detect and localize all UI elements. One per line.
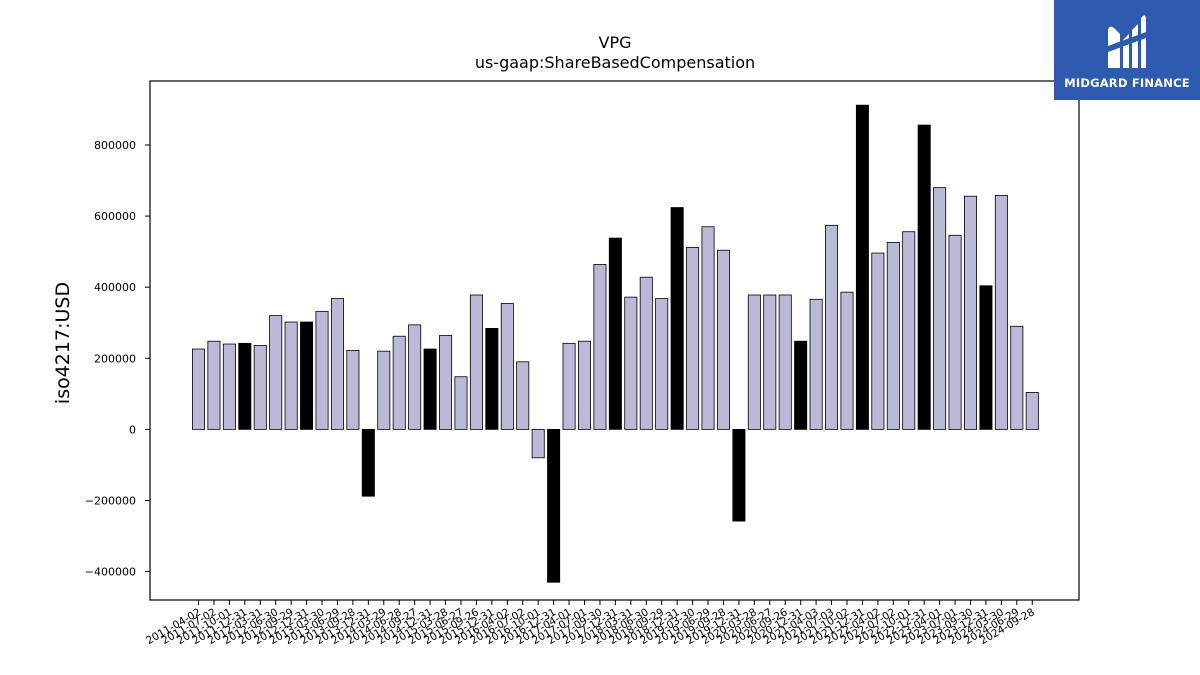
bar-2012-09-29 <box>284 321 298 430</box>
bar-2019-09-28 <box>716 249 730 430</box>
chart-title: VPG <box>599 33 632 52</box>
bar-2011-04-02 <box>191 348 205 430</box>
bar-2019-12-31 <box>732 428 746 522</box>
midgard-finance-logo: MIDGARD FINANCE <box>1054 0 1200 100</box>
logo-text: MIDGARD FINANCE <box>1064 76 1190 90</box>
bar-2022-07-02 <box>886 241 900 430</box>
bar-2021-07-03 <box>825 224 839 430</box>
chart-subtitle: us-gaap:ShareBasedCompensation <box>475 53 755 72</box>
bar-2013-09-28 <box>346 350 360 430</box>
bar-2016-10-01 <box>531 428 545 459</box>
bar-2019-06-29 <box>701 226 715 430</box>
bars-group <box>191 104 1039 583</box>
bar-2022-10-01 <box>902 231 916 430</box>
bar-2018-09-29 <box>655 298 669 430</box>
bar-2020-12-31 <box>794 340 808 430</box>
y-tick-label: 600000 <box>94 210 136 223</box>
bar-2016-04-02 <box>500 303 514 430</box>
bar-2020-03-28 <box>747 294 761 430</box>
bar-2011-10-01 <box>222 343 236 430</box>
bar-2017-07-01 <box>578 340 592 430</box>
bar-2020-09-26 <box>778 294 792 430</box>
bar-2013-03-30 <box>315 310 329 430</box>
bar-2015-09-26 <box>469 294 483 430</box>
y-tick-label: −200000 <box>85 494 136 507</box>
y-tick-label: 0 <box>129 423 136 436</box>
bar-2016-12-31 <box>547 428 561 583</box>
y-tick-label: 200000 <box>94 352 136 365</box>
bar-2013-12-31 <box>361 428 375 497</box>
bar-2014-03-29 <box>377 350 391 430</box>
bar-2013-06-29 <box>330 298 344 430</box>
bar-2023-12-31 <box>979 285 993 430</box>
bar-2021-10-02 <box>840 291 854 430</box>
y-tick-label: −400000 <box>85 566 136 579</box>
x-axis: 2011-04-022011-07-022011-10-012011-12-31… <box>144 600 1037 647</box>
bar-2014-09-27 <box>408 324 422 430</box>
bar-2021-04-03 <box>809 298 823 430</box>
bar-2021-12-31 <box>855 104 869 430</box>
y-axis-label: iso4217:USD <box>52 282 74 404</box>
bar-2017-04-01 <box>562 342 576 430</box>
bar-2020-06-27 <box>763 294 777 430</box>
bar-2019-03-30 <box>686 246 700 430</box>
y-axis: −400000 −200000 0 200000 400000 600000 800000 <box>85 139 150 579</box>
midgard-logo-icon <box>1108 15 1146 69</box>
bar-2016-07-02 <box>516 361 530 430</box>
bar-2014-06-28 <box>392 335 406 430</box>
bar-2011-12-31 <box>238 342 252 430</box>
bar-2023-09-30 <box>964 195 978 430</box>
bar-2024-03-30 <box>994 195 1008 430</box>
bar-2015-12-31 <box>485 328 499 430</box>
bar-2018-06-30 <box>639 276 653 430</box>
plot-frame <box>149 80 1080 601</box>
bar-2014-12-31 <box>423 348 437 430</box>
bar-2015-03-28 <box>439 335 453 430</box>
bar-2018-12-31 <box>670 207 684 430</box>
bar-2012-06-30 <box>269 315 283 430</box>
bar-2018-03-31 <box>624 296 638 430</box>
bar-2011-07-02 <box>207 340 221 430</box>
y-tick-label: 400000 <box>94 281 136 294</box>
bar-2023-04-01 <box>933 187 947 430</box>
bar-2015-06-27 <box>454 376 468 430</box>
bar-2024-06-29 <box>1010 325 1024 430</box>
bar-2012-12-31 <box>300 321 314 430</box>
bar-2022-04-02 <box>871 252 885 430</box>
y-tick-label: 800000 <box>94 139 136 152</box>
bar-2017-09-30 <box>593 264 607 430</box>
bar-2024-09-28 <box>1025 391 1039 430</box>
bar-2022-12-31 <box>917 124 931 430</box>
bar-2012-03-31 <box>253 345 267 430</box>
bar-2017-12-31 <box>608 237 622 430</box>
bar-2023-07-01 <box>948 234 962 430</box>
